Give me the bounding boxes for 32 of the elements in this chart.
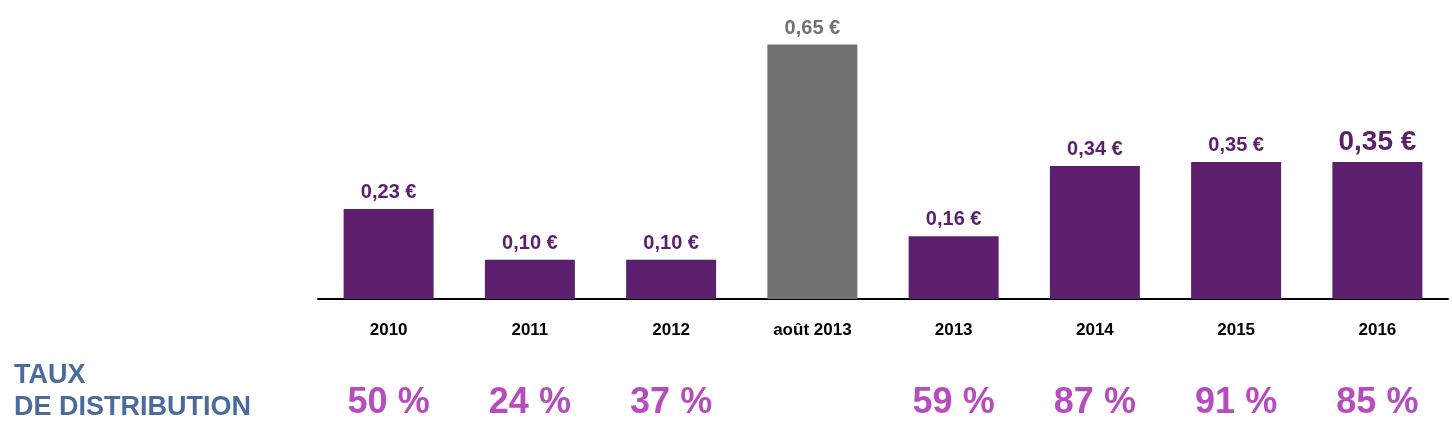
data-label: 0,16 € (925, 207, 982, 230)
data-label: 0,35 € (1208, 133, 1264, 155)
data-label: 0,34 € (1067, 136, 1123, 159)
x-tick-label: 2016 (1358, 320, 1397, 339)
bar (1332, 162, 1423, 299)
data-label: 0,65 € (784, 15, 841, 38)
data-label: 0,10 € (502, 230, 558, 253)
text: 37 % (630, 379, 713, 421)
text: 91 % (1195, 379, 1278, 421)
x-tick-label: 2012 (652, 320, 691, 339)
bar (484, 259, 575, 299)
bar (343, 208, 434, 299)
text: 50 % (347, 379, 430, 421)
text: TAUX DE DISTRIBUTION (14, 359, 252, 421)
x-tick-label: 2011 (511, 320, 549, 339)
text: 24 % (488, 379, 571, 421)
bar (626, 259, 717, 299)
x-tick-label: août 2013 (773, 320, 852, 339)
data-label: 0,10 € (643, 230, 699, 253)
x-tick-label: 2014 (1075, 320, 1115, 339)
x-tick-label: 2015 (1217, 320, 1256, 339)
text: 59 % (912, 379, 995, 421)
x-tick-label: 2013 (934, 320, 973, 339)
x-tick-label: 2010 (369, 320, 408, 339)
data-label: 0,35 € (1338, 124, 1417, 156)
bar (908, 236, 999, 299)
bar (1191, 162, 1282, 299)
text: 85 % (1336, 379, 1419, 421)
data-label: 0,23 € (360, 179, 417, 202)
bar (1049, 165, 1140, 299)
text: 87 % (1053, 379, 1136, 421)
bar (767, 44, 858, 299)
